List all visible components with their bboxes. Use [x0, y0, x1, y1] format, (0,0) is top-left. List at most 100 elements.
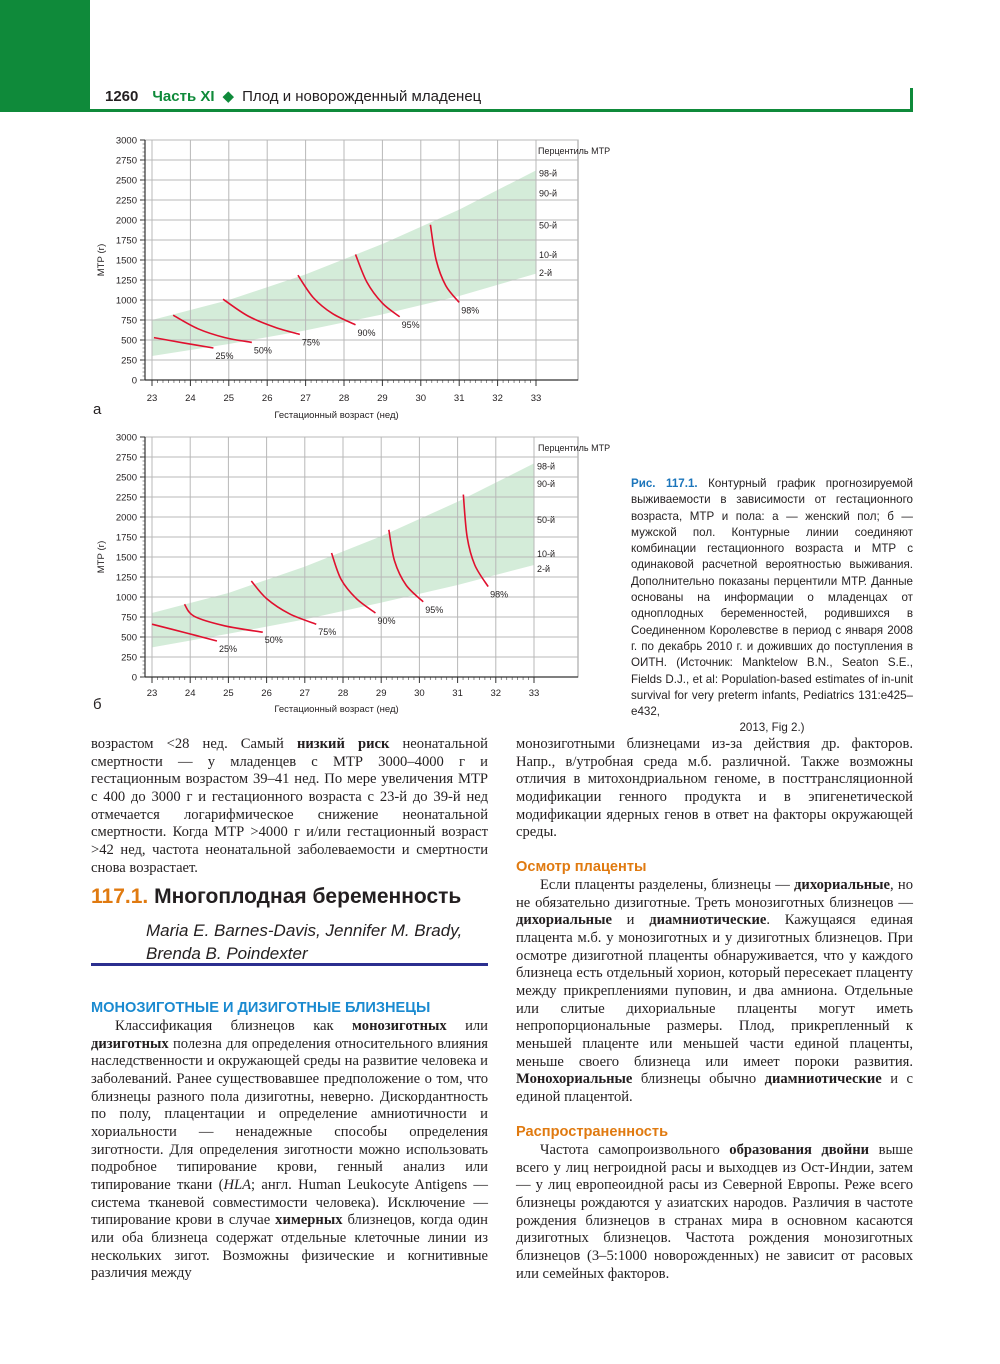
- survival-contour-line: [153, 336, 214, 349]
- diamond-icon: ◆: [222, 88, 235, 105]
- bold-term: образования двойни: [729, 1142, 870, 1158]
- survival-contour-line: [429, 224, 460, 303]
- paragraph: Если плаценты разделены, близнецы — дихо…: [516, 877, 913, 1107]
- bold-term: диамниотические: [649, 912, 767, 929]
- y-tick-label: 250: [121, 653, 137, 664]
- caption-last-line: 2013, Fig 2.): [739, 721, 805, 735]
- percentile-label: 10-й: [537, 549, 555, 559]
- y-tick-label: 250: [121, 356, 137, 367]
- y-tick-label: 2500: [116, 176, 137, 187]
- y-tick-label: 1500: [116, 256, 137, 267]
- section-heading: 117.1. Многоплодная беременность: [91, 885, 461, 909]
- panel-label-a: а: [93, 401, 102, 418]
- x-tick-label: 31: [454, 393, 465, 404]
- section-rule: [91, 963, 488, 966]
- paragraph: возрастом <28 нед. Самый низкий риск нео…: [91, 736, 488, 877]
- right-intro-text: монозиготными близнецами из-за действия …: [516, 736, 913, 842]
- part-label: Часть XI: [152, 88, 215, 105]
- y-tick-label: 2750: [116, 156, 137, 167]
- caption-title: Рис. 117.1.: [631, 477, 698, 490]
- y-tick-label: 0: [132, 673, 137, 684]
- percentile-label: 90-й: [539, 189, 557, 199]
- percentile-label: 2-й: [537, 564, 550, 574]
- x-tick-label: 30: [416, 393, 427, 404]
- x-tick-label: 23: [147, 688, 158, 699]
- contour-label: 75%: [302, 337, 320, 347]
- percentile-label: 2-й: [539, 268, 552, 278]
- x-tick-label: 28: [338, 688, 349, 699]
- authors: Maria E. Barnes-Davis, Jennifer M. Brady…: [146, 919, 462, 965]
- contour-label: 25%: [215, 351, 233, 361]
- percentile-title: Перцентиль МТР: [538, 443, 610, 453]
- paragraph: Классификация близнецов как монозиготных…: [91, 1018, 488, 1283]
- x-tick-label: 33: [529, 688, 540, 699]
- header-title: Плод и новорожденный младенец: [242, 88, 482, 105]
- survival-contour-line: [183, 603, 263, 633]
- percentile-label: 98-й: [539, 169, 557, 179]
- text-run: Классификация близнецов как: [115, 1018, 353, 1034]
- panel-label-b: б: [93, 696, 102, 713]
- bold-term: дихориальные: [794, 877, 891, 893]
- y-tick-label: 1000: [116, 593, 137, 604]
- x-tick-label: 26: [262, 393, 273, 404]
- survival-contour-line: [388, 529, 424, 603]
- text-run: неонатальной смертности — у младенцев с …: [91, 736, 488, 876]
- x-tick-label: 27: [300, 393, 311, 404]
- authors-line: Brenda B. Poindexter: [146, 944, 308, 963]
- text-run: близнецов, когда один или оба близнеца с…: [91, 1212, 488, 1282]
- contour-label: 95%: [425, 605, 443, 615]
- y-tick-label: 2500: [116, 473, 137, 484]
- contour-label: 75%: [318, 627, 336, 637]
- figure-caption: Рис. 117.1. Контурный график прогнозируе…: [631, 476, 913, 737]
- placenta-heading: Осмотр плаценты: [516, 859, 647, 875]
- x-tick-label: 24: [185, 688, 196, 699]
- y-tick-label: 0: [132, 376, 137, 387]
- y-tick-label: 3000: [116, 136, 137, 147]
- percentile-label: 50-й: [537, 515, 555, 525]
- y-tick-label: 2750: [116, 453, 137, 464]
- header-rule-end: [910, 88, 913, 112]
- percentile-label: 98-й: [537, 462, 555, 472]
- survival-contour-line: [297, 274, 356, 326]
- contour-label: 90%: [377, 616, 395, 626]
- text-run: и: [611, 912, 650, 929]
- bold-term: диамниотические: [764, 1071, 882, 1088]
- authors-line: Maria E. Barnes-Davis, Jennifer M. Brady…: [146, 921, 463, 940]
- x-tick-label: 24: [185, 393, 196, 404]
- bold-term: Монохориальные: [516, 1071, 633, 1088]
- text-run: Частота самопроизвольного: [540, 1142, 730, 1158]
- text-run: возрастом <28 нед. Самый: [91, 736, 297, 752]
- left-intro-text: возрастом <28 нед. Самый низкий риск нео…: [91, 736, 488, 877]
- contour-label: 90%: [358, 328, 376, 338]
- text-run: , но не обязательно дизиготные. Треть мо…: [516, 877, 913, 911]
- italic-term: HLA: [223, 1176, 252, 1193]
- bold-term: дизиготных: [91, 1035, 169, 1052]
- survival-contour-line: [354, 254, 401, 318]
- y-tick-label: 500: [121, 633, 137, 644]
- percentile-title: Перцентиль МТР: [538, 146, 610, 156]
- chapter-color-tab: [0, 0, 90, 112]
- x-tick-label: 25: [224, 393, 235, 404]
- section-number: 117.1.: [91, 885, 149, 908]
- running-header: 1260 Часть XI ◆ Плод и новорожденный младен…: [105, 87, 481, 105]
- survival-contour-line: [462, 494, 489, 588]
- section-title: Многоплодная беременность: [154, 885, 462, 908]
- y-tick-label: 2250: [116, 196, 137, 207]
- text-run: близнецы обычно: [632, 1071, 765, 1088]
- percentile-label: 90-й: [537, 479, 555, 489]
- survival-contour-chart-male: 0 250 500 750 1000 1250 1500 1750 2000 2250 2500 27…: [96, 433, 610, 716]
- y-tick-label: 2000: [116, 513, 137, 524]
- text-run: и с единой плацентой.: [516, 1071, 913, 1105]
- survival-contour-chart-female: 0 250 500 750 1000 1250 1500 1750 2000 2250 2500 27…: [96, 136, 610, 422]
- x-tick-label: 29: [376, 688, 387, 699]
- caption-text: Контурный график прогнозируемой выживаем…: [631, 477, 913, 719]
- survival-contour-line: [250, 580, 317, 625]
- text-run: выше всего у лиц негроидной расы и выход…: [516, 1142, 914, 1282]
- percentile-label: 10-й: [539, 250, 557, 260]
- y-axis-label: МТР (г): [96, 541, 107, 574]
- x-tick-label: 32: [491, 688, 502, 699]
- paragraph: Частота самопроизвольного образования дв…: [516, 1142, 913, 1283]
- text-run: полезна для определения относительного в…: [91, 1035, 488, 1193]
- survival-contour-line: [172, 314, 252, 344]
